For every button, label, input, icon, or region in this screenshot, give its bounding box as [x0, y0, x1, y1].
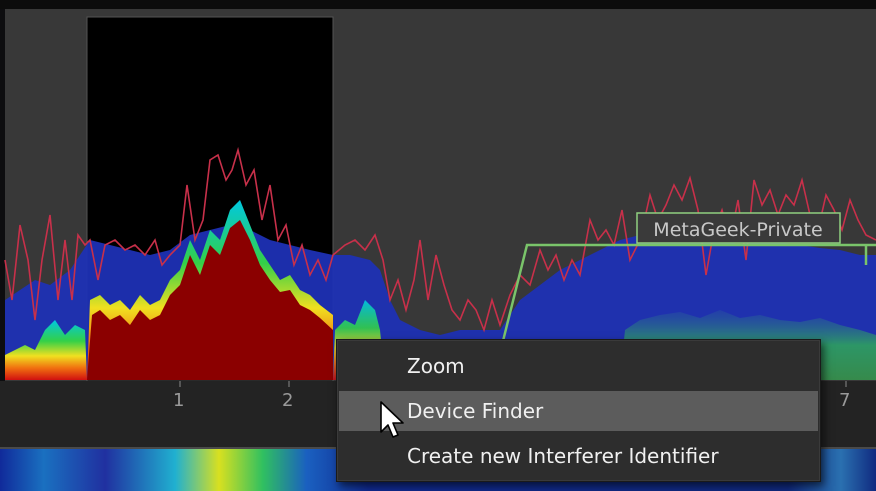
arrow-pointer-icon [380, 401, 404, 438]
menu-item-create-interferer-identifier[interactable]: Create new Interferer Identifier [407, 444, 719, 468]
network-label-box [636, 212, 841, 244]
network-channel-outline [500, 243, 876, 346]
context-menu: Zoom Device Finder Create new Interferer… [336, 339, 821, 482]
menu-item-device-finder[interactable]: Device Finder [339, 391, 818, 431]
network-label: MetaGeek-Private [653, 219, 822, 241]
left-activity [5, 320, 87, 380]
density-red-core [87, 220, 333, 380]
axis-tick-7: 7 [839, 390, 851, 411]
axis-tick-2: 2 [282, 390, 294, 411]
menu-item-zoom[interactable]: Zoom [407, 354, 465, 378]
axis-tick-1: 1 [173, 390, 185, 411]
